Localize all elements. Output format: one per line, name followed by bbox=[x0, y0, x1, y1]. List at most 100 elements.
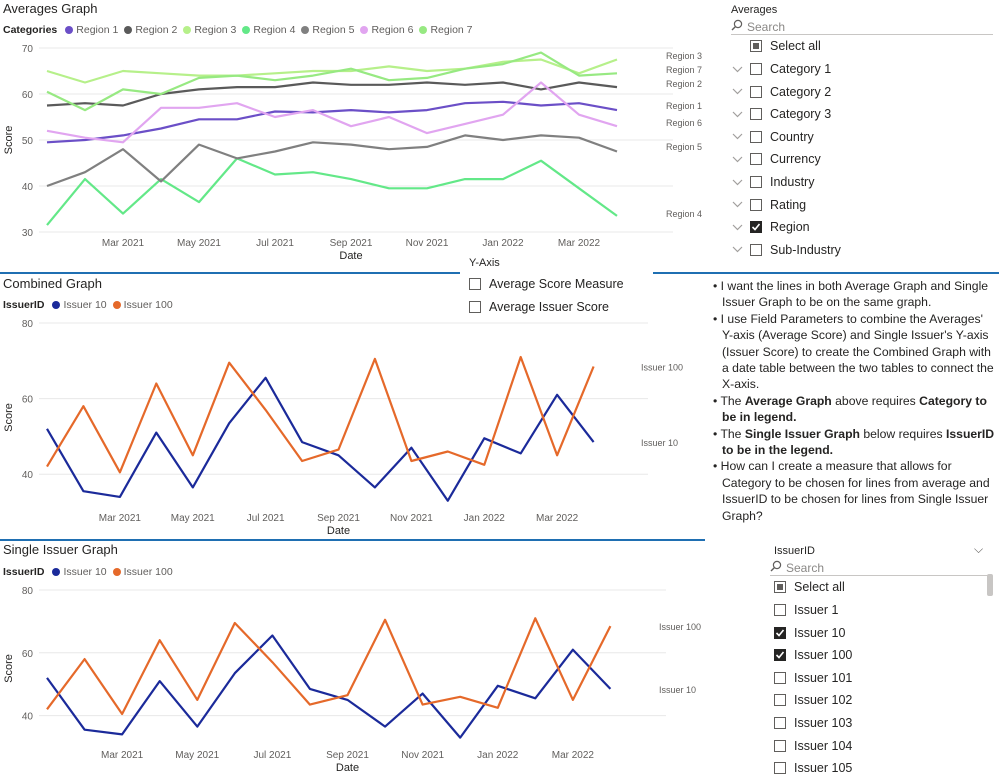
checkbox[interactable] bbox=[750, 243, 762, 256]
averages-slicer-search[interactable]: Search bbox=[731, 19, 993, 35]
slicer-item-country[interactable]: Country bbox=[730, 127, 814, 147]
series-line-region-3[interactable] bbox=[46, 58, 618, 84]
series-line-region-7[interactable] bbox=[46, 51, 618, 112]
checkbox[interactable] bbox=[750, 63, 762, 75]
series-line-region-5[interactable] bbox=[46, 134, 618, 188]
legend-item-region-2[interactable]: Region 2 bbox=[124, 24, 177, 36]
series-line-region-6[interactable] bbox=[46, 81, 618, 144]
legend-item-region-6[interactable]: Region 6 bbox=[360, 24, 413, 36]
legend-item-region-3[interactable]: Region 3 bbox=[183, 24, 236, 36]
legend-item-issuer-10[interactable]: Issuer 10 bbox=[52, 566, 107, 578]
end-label-issuer-10: Issuer 10 bbox=[641, 438, 678, 448]
x-tick-label: Nov 2021 bbox=[390, 513, 433, 524]
checkbox[interactable] bbox=[469, 300, 481, 313]
averages-slicer-title: Averages bbox=[731, 4, 778, 16]
chevron-down-icon[interactable] bbox=[730, 224, 744, 231]
legend-item-region-5[interactable]: Region 5 bbox=[301, 24, 354, 36]
checkbox[interactable] bbox=[750, 153, 762, 166]
slicer-item-issuer-102[interactable]: Issuer 102 bbox=[774, 690, 852, 710]
note-text: The bbox=[720, 393, 745, 408]
legend-item-region-7[interactable]: Region 7 bbox=[419, 24, 473, 36]
checkbox[interactable] bbox=[774, 649, 786, 662]
slicer-item-issuer-100[interactable]: Issuer 100 bbox=[774, 645, 852, 665]
select-all-checkbox[interactable] bbox=[774, 581, 786, 593]
chevron-down-icon[interactable] bbox=[730, 66, 744, 73]
legend-item-issuer-100[interactable]: Issuer 100 bbox=[112, 299, 173, 311]
slicer-item-issuer-105[interactable]: Issuer 105 bbox=[774, 758, 852, 778]
issuer-slicer-search[interactable]: Search bbox=[770, 560, 992, 576]
issuer-select-all[interactable]: Select all bbox=[774, 577, 845, 597]
slicer-item-label: Issuer 101 bbox=[794, 670, 853, 685]
issuer-slicer-scrollbar[interactable] bbox=[987, 574, 993, 596]
select-all-checkbox[interactable] bbox=[750, 40, 762, 52]
legend-item-region-4[interactable]: Region 4 bbox=[242, 24, 295, 36]
checkbox[interactable] bbox=[774, 626, 786, 639]
series-line-issuer-10[interactable] bbox=[46, 376, 595, 502]
checkbox[interactable] bbox=[750, 221, 762, 234]
series-line-region-4[interactable] bbox=[46, 157, 618, 226]
checkbox[interactable] bbox=[750, 130, 762, 143]
checkbox[interactable] bbox=[469, 278, 481, 290]
slicer-item-issuer-10[interactable]: Issuer 10 bbox=[774, 623, 845, 643]
single-issuer-line-chart[interactable]: 40 60 80 Mar 2021 May 2021 Jul 2021 Sep 2021 No… bbox=[0, 579, 705, 781]
y-tick-label: 30 bbox=[22, 228, 34, 239]
note-bold-text: Category to be in legend. bbox=[722, 393, 987, 425]
combined-line-chart[interactable]: 40 60 80 Mar 2021 May 2021 Jul 2021 Sep 2021 No… bbox=[0, 312, 705, 538]
chevron-down-icon[interactable]: ⌵ bbox=[974, 542, 984, 556]
legend-item-issuer-100[interactable]: Issuer 100 bbox=[112, 566, 173, 578]
slicer-item-category-1[interactable]: Category 1 bbox=[730, 59, 831, 79]
slicer-item-issuer-101[interactable]: Issuer 101 bbox=[774, 668, 852, 688]
note-text: The bbox=[720, 426, 745, 441]
y-axis-title: Score bbox=[3, 403, 15, 432]
slicer-item-rating[interactable]: Rating bbox=[730, 195, 806, 215]
slicer-item-issuer-104[interactable]: Issuer 104 bbox=[774, 736, 852, 756]
slicer-item-region[interactable]: Region bbox=[730, 217, 810, 237]
end-label-region-1: Region 1 bbox=[666, 101, 702, 111]
checkbox[interactable] bbox=[750, 85, 762, 98]
chevron-down-icon[interactable] bbox=[730, 111, 744, 118]
x-tick-label: Nov 2021 bbox=[406, 238, 449, 249]
slicer-item-average-issuer-score[interactable]: Average Issuer Score bbox=[469, 297, 609, 317]
chevron-down-icon[interactable] bbox=[730, 246, 744, 253]
legend-item-region-1[interactable]: Region 1 bbox=[65, 24, 118, 36]
chevron-down-icon[interactable] bbox=[730, 88, 744, 95]
series-line-region-2[interactable] bbox=[46, 81, 618, 107]
series-line-issuer-100[interactable] bbox=[46, 355, 595, 474]
checkbox[interactable] bbox=[750, 176, 762, 188]
slicer-item-currency[interactable]: Currency bbox=[730, 149, 821, 169]
slicer-item-label: Average Issuer Score bbox=[489, 299, 609, 314]
checkbox[interactable] bbox=[774, 671, 786, 684]
series-line-issuer-100[interactable] bbox=[46, 617, 612, 716]
legend-label: Region 5 bbox=[312, 24, 355, 36]
chevron-down-icon[interactable] bbox=[730, 201, 744, 208]
checkbox[interactable] bbox=[774, 717, 786, 729]
slicer-item-sub-industry[interactable]: Sub-Industry bbox=[730, 240, 841, 260]
chevron-down-icon[interactable] bbox=[730, 156, 744, 163]
legend-marker bbox=[419, 26, 428, 34]
slicer-item-issuer-103[interactable]: Issuer 103 bbox=[774, 713, 852, 733]
chevron-down-icon[interactable] bbox=[730, 133, 744, 140]
end-label-region-3: Region 3 bbox=[666, 51, 702, 61]
slicer-item-category-2[interactable]: Category 2 bbox=[730, 82, 831, 102]
note-text: I use Field Parameters to combine the Av… bbox=[720, 311, 994, 392]
checkbox[interactable] bbox=[750, 108, 762, 121]
slicer-item-average-score-measure[interactable]: Average Score Measure bbox=[469, 274, 624, 294]
series-line-issuer-10[interactable] bbox=[46, 634, 612, 739]
checkbox[interactable] bbox=[774, 694, 786, 707]
slicer-item-industry[interactable]: Industry bbox=[730, 172, 814, 192]
averages-line-chart[interactable]: 30 40 50 60 70 Mar 2021 May 2021 Jul 2021 Sep 20… bbox=[0, 38, 705, 268]
series-line-region-1[interactable] bbox=[46, 100, 618, 144]
chevron-down-icon[interactable] bbox=[730, 179, 744, 186]
legend-item-issuer-10[interactable]: Issuer 10 bbox=[52, 299, 107, 311]
slicer-item-label: Category 2 bbox=[770, 84, 832, 99]
checkbox[interactable] bbox=[774, 604, 786, 616]
averages-select-all[interactable]: Select all bbox=[750, 36, 821, 56]
legend-label: Issuer 10 bbox=[63, 299, 107, 311]
checkbox[interactable] bbox=[750, 198, 762, 211]
checkbox[interactable] bbox=[774, 739, 786, 752]
checkbox[interactable] bbox=[774, 762, 786, 775]
end-label-issuer-100: Issuer 100 bbox=[641, 362, 683, 372]
slicer-item-issuer-1[interactable]: Issuer 1 bbox=[774, 600, 838, 620]
slicer-item-category-3[interactable]: Category 3 bbox=[730, 104, 831, 124]
y-tick-label: 40 bbox=[22, 712, 34, 723]
